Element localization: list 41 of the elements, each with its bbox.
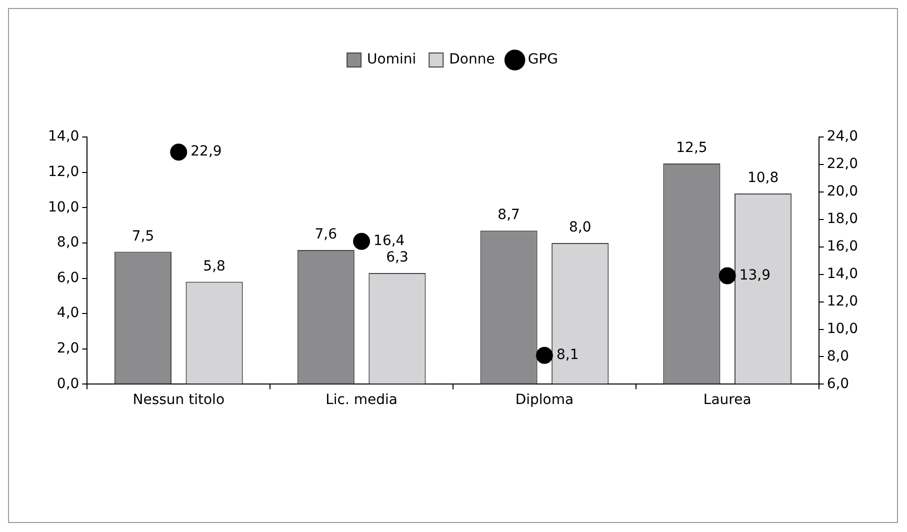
- point: [718, 267, 736, 284]
- y-tick-label: 10,0: [48, 199, 80, 216]
- x-tick-label: Lic. media: [326, 392, 398, 408]
- data-label: 22,9: [190, 144, 222, 160]
- legend-label: GPG: [528, 52, 558, 68]
- y2-tick-label: 22,0: [826, 156, 858, 172]
- data-label: 13,9: [739, 267, 771, 284]
- legend-label: Donne: [449, 52, 495, 68]
- y-tick-label: 8,0: [56, 234, 80, 251]
- y2-tick-label: 12,0: [826, 293, 858, 310]
- x-tick-label: Nessun titolo: [132, 392, 225, 408]
- y2-tick-label: 10,0: [826, 320, 858, 337]
- y-tick-label: 2,0: [56, 340, 80, 357]
- x-tick-label: Diploma: [515, 392, 574, 408]
- data-label: 5,8: [203, 258, 226, 274]
- y-tick-label: 14,0: [48, 128, 80, 145]
- y-tick-label: 4,0: [56, 305, 80, 322]
- data-label: 6,3: [386, 250, 408, 266]
- data-label: 7,5: [132, 228, 154, 244]
- point: [536, 346, 553, 364]
- y2-tick-label: 18,0: [826, 211, 858, 228]
- y2-tick-label: 8,0: [826, 348, 850, 364]
- data-label: 8,7: [498, 207, 520, 224]
- data-label: 8,1: [556, 347, 579, 363]
- y-tick-label: 12,0: [48, 164, 80, 180]
- legend-label: Uomini: [367, 52, 416, 68]
- data-label: 8,0: [568, 220, 592, 236]
- data-label: 10,8: [747, 170, 779, 186]
- point: [170, 144, 188, 161]
- x-tick-label: Laurea: [703, 392, 752, 408]
- y-tick-label: 6,0: [56, 270, 80, 286]
- y-tick-label: 0,0: [56, 376, 80, 392]
- point: [353, 232, 370, 250]
- y2-tick-label: 14,0: [826, 266, 858, 282]
- y2-tick-label: 20,0: [826, 184, 858, 200]
- data-label: 16,4: [374, 233, 405, 250]
- data-label: 7,6: [314, 226, 338, 243]
- y2-tick-label: 16,0: [826, 238, 858, 255]
- y2-tick-label: 24,0: [826, 128, 858, 145]
- data-label: 12,5: [676, 140, 708, 156]
- y2-tick-label: 6,0: [826, 376, 850, 392]
